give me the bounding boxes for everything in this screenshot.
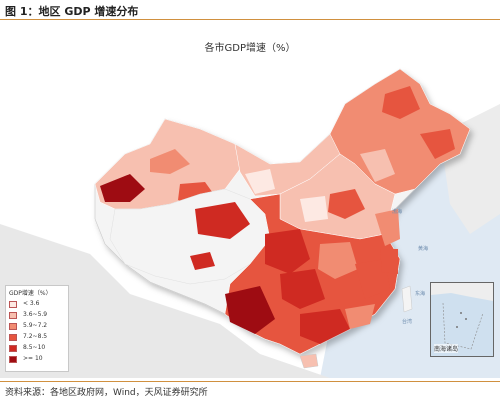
legend-swatch (9, 323, 17, 330)
region-hainan (299, 353, 319, 369)
region-liaoning (360, 149, 395, 182)
inset-island (456, 326, 458, 328)
legend-label: 8.5~10 (23, 344, 46, 351)
neighbor-land-south (0, 224, 330, 378)
map-title: 各市GDP增速（%） (204, 43, 296, 54)
region-guangxi (300, 309, 350, 344)
map-panel (0, 24, 500, 378)
sea-label-taiwan: 台湾 (402, 319, 413, 325)
legend-swatch (9, 312, 17, 319)
legend-label: 3.6~5.9 (23, 311, 48, 318)
inset-label: 南海诸岛 (434, 344, 459, 353)
region-jilin (420, 129, 455, 159)
region-tibet-spot (190, 252, 215, 270)
sea-label-yellow-sea: 黄海 (418, 246, 429, 252)
region-qinghai-central (195, 202, 250, 239)
source-note: 资料来源：各地区政府网，Wind，天风证券研究所 (5, 388, 208, 398)
legend-swatch (9, 345, 17, 352)
region-xinjiang-north (150, 149, 190, 174)
region-zhejiang (380, 249, 398, 274)
legend-label: >= 10 (23, 355, 43, 362)
figure-header: 图 1：地区 GDP 增速分布 (0, 0, 500, 20)
region-guangdong (345, 304, 375, 329)
region-jiangsu (375, 209, 400, 246)
inset-island (460, 312, 462, 314)
region-jiangxi (355, 259, 390, 299)
legend-swatch (9, 334, 17, 341)
region-guizhou (280, 269, 325, 309)
legend: GDP增速（%） < 3.6 3.6~5.9 5.9~7.2 7.2~8.5 8… (5, 285, 69, 372)
region-shanxi (300, 196, 328, 222)
legend-label: 5.9~7.2 (23, 322, 48, 329)
region-hubei (318, 242, 358, 279)
region-yunnan (225, 286, 275, 334)
sea-label-bohai: 渤海 (392, 209, 403, 215)
inset-island (465, 318, 467, 320)
region-hebei (328, 189, 365, 219)
sea-label-east-sea: 东海 (415, 291, 426, 297)
inset-land (431, 283, 493, 301)
inset-boundary (442, 302, 484, 350)
region-gansu-west (245, 169, 275, 194)
legend-swatch (9, 301, 17, 308)
legend-title: GDP增速（%） (9, 290, 52, 297)
map-graphic (0, 24, 500, 378)
legend-label: 7.2~8.5 (23, 333, 48, 340)
region-heilongjiang (382, 86, 420, 119)
region-xinjiang-west (100, 174, 145, 202)
legend-swatch (9, 356, 17, 363)
legend-label: < 3.6 (23, 300, 40, 307)
footer-divider (0, 381, 500, 382)
region-taiwan (401, 285, 413, 313)
south-china-sea-inset: 南海诸岛 (430, 282, 494, 357)
figure-title: 图 1：地区 GDP 增速分布 (5, 5, 139, 18)
region-sichuan (265, 229, 310, 274)
header-divider (0, 19, 500, 20)
